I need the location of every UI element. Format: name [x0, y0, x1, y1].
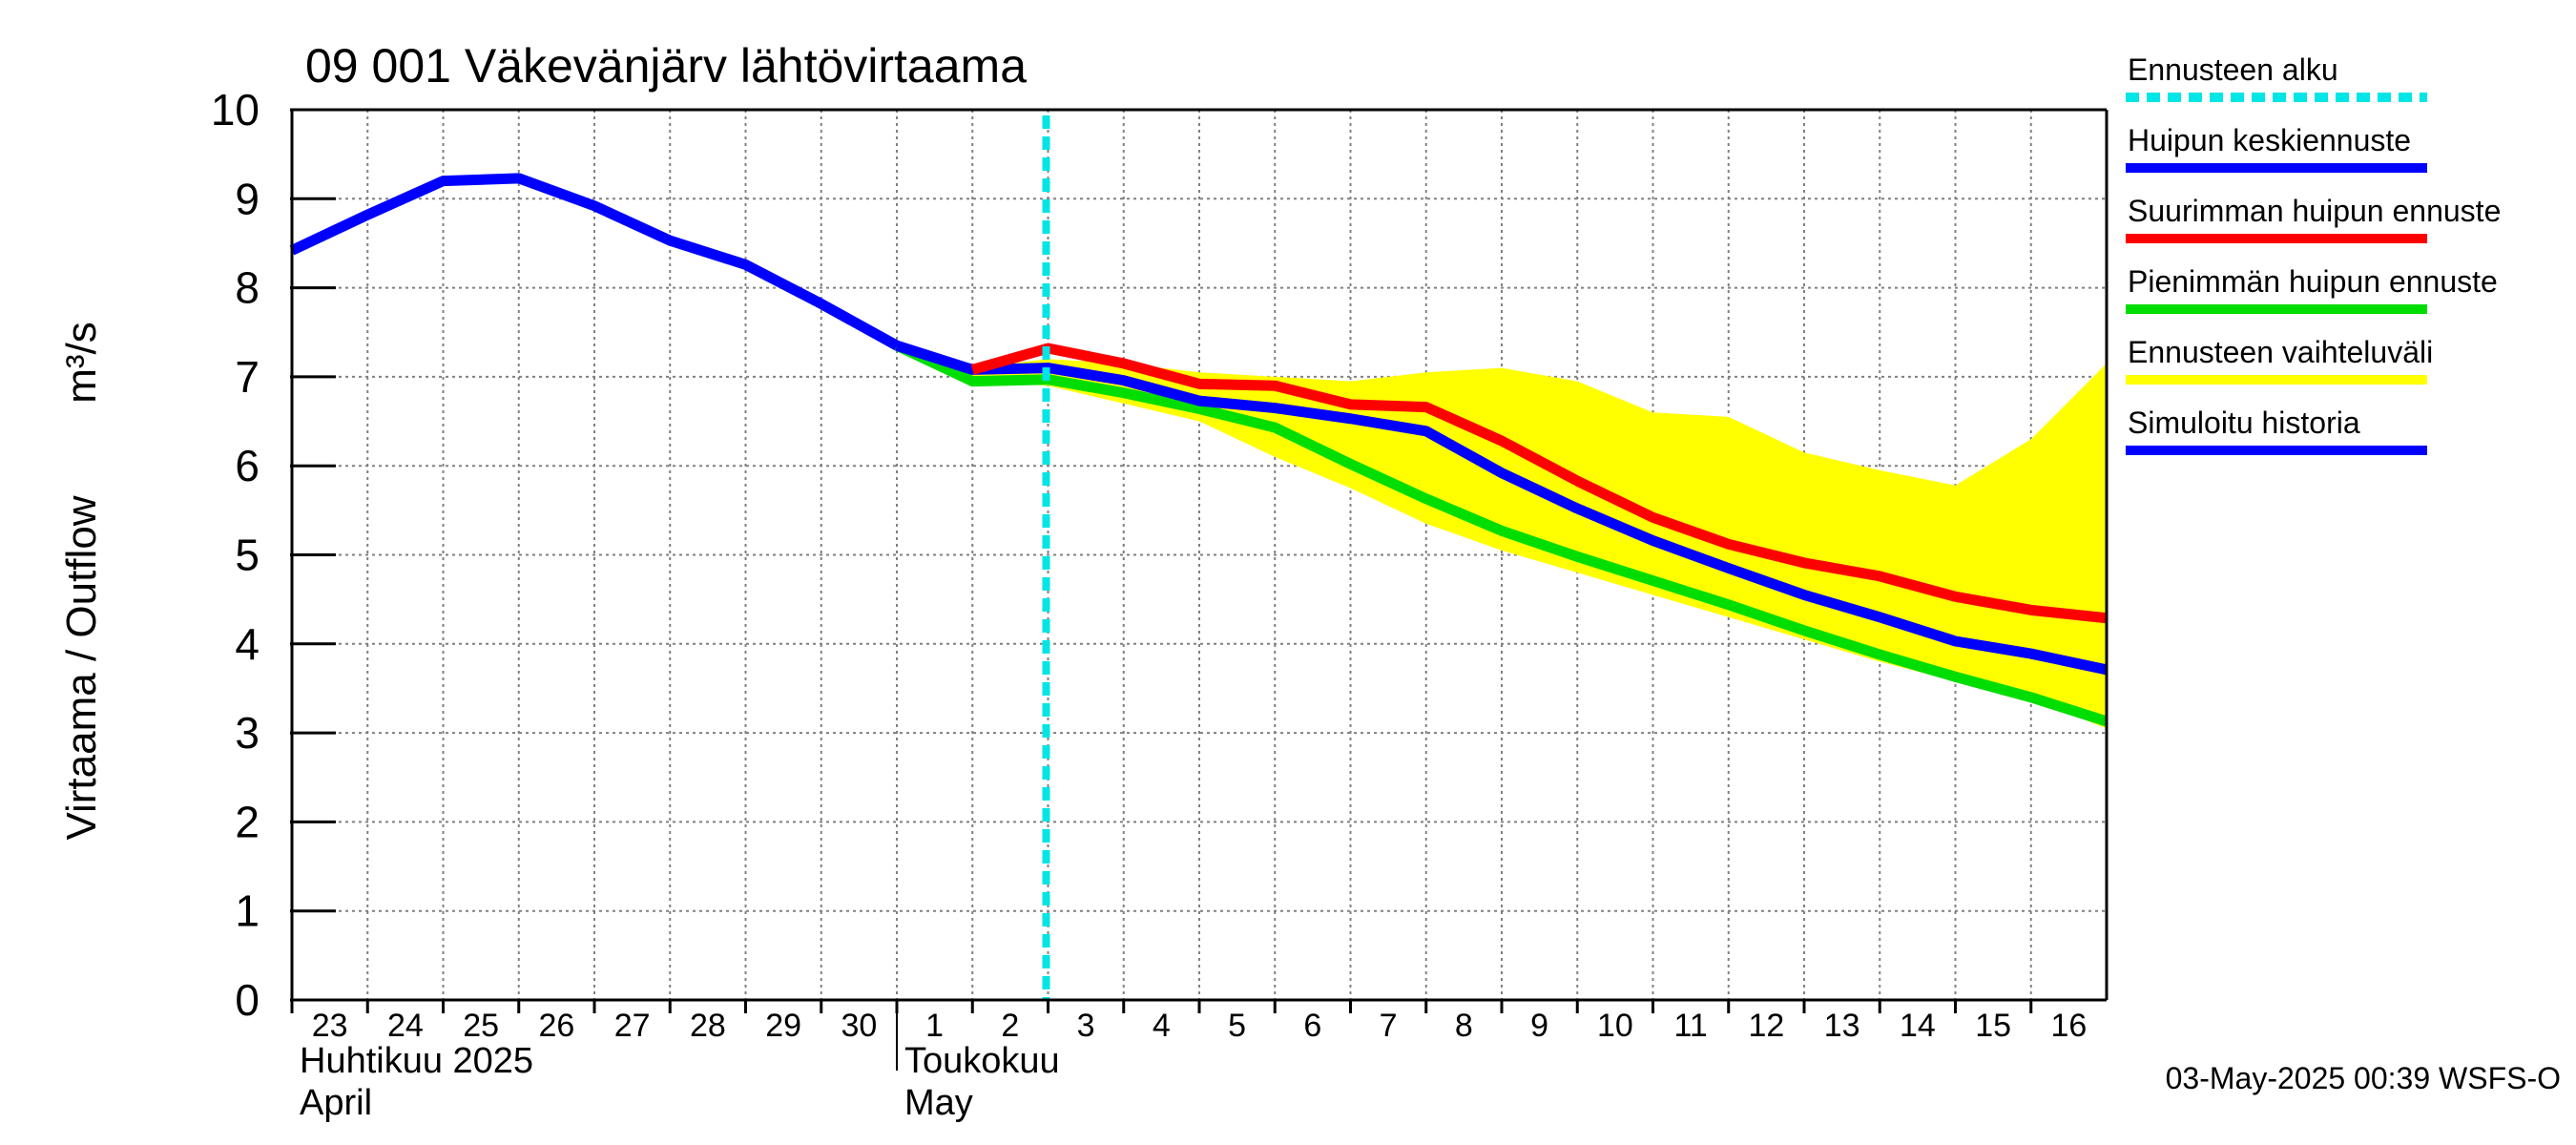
x-tick-label: 30 [841, 1008, 877, 1044]
y-tick-label: 7 [235, 352, 260, 402]
x-tick-label: 27 [614, 1008, 651, 1044]
y-tick-label: 2 [235, 797, 260, 846]
timestamp-label: 03-May-2025 00:39 WSFS-O [2166, 1061, 2561, 1095]
y-axis-label: Virtaama / Outflow m³/s [58, 322, 105, 840]
x-tick-label: 28 [690, 1008, 726, 1044]
x-tick-label: 6 [1303, 1008, 1321, 1044]
x-axis-ticks: 23 24 25 26 27 28 29 30 1 2 3 4 5 6 7 8 9 10 11 12 13 14 15 16 [290, 1000, 2087, 1044]
x-tick-label: 5 [1228, 1008, 1246, 1044]
y-tick-label: 4 [235, 619, 260, 669]
y-tick-label: 9 [235, 174, 260, 223]
series-line [289, 173, 974, 375]
x-tick-label: 24 [387, 1008, 424, 1044]
month-label-fi: Huhtikuu 2025 [300, 1041, 533, 1081]
y-tick-label: 8 [235, 263, 260, 313]
legend-label: Simuloitu historia [2128, 406, 2360, 440]
y-tick-label: 3 [235, 708, 260, 758]
y-tick-label: 1 [235, 886, 260, 936]
x-tick-label: 2 [1001, 1008, 1019, 1044]
y-tick-label: 6 [235, 441, 260, 490]
y-tick-label: 0 [235, 975, 260, 1025]
x-tick-label: 14 [1900, 1008, 1936, 1044]
series-lines [289, 173, 2109, 727]
legend: Ennusteen alku Huipun keskiennuste Suurimm… [2126, 52, 2501, 455]
x-tick-label: 3 [1077, 1008, 1095, 1044]
x-tick-label: 15 [1975, 1008, 2011, 1044]
y-tick-label: 5 [235, 531, 260, 580]
legend-label: Pienimmän huipun ennuste [2128, 264, 2498, 299]
legend-label: Suurimman huipun ennuste [2128, 194, 2501, 228]
series-line [970, 343, 2108, 624]
x-tick-label: 25 [463, 1008, 499, 1044]
grid-lines [292, 110, 2107, 1000]
month-label-fi: Toukokuu [904, 1041, 1060, 1081]
x-tick-label: 1 [925, 1008, 944, 1044]
month-label-en: April [300, 1083, 372, 1123]
y-axis-unit: m³/s [58, 322, 105, 404]
x-tick-label: 10 [1597, 1008, 1633, 1044]
legend-label: Huipun keskiennuste [2128, 123, 2411, 157]
x-tick-label: 4 [1153, 1008, 1171, 1044]
legend-label: Ennusteen alku [2128, 52, 2338, 87]
x-tick-label: 26 [538, 1008, 574, 1044]
x-tick-label: 16 [2050, 1008, 2087, 1044]
x-tick-label: 12 [1748, 1008, 1784, 1044]
x-tick-label: 8 [1455, 1008, 1473, 1044]
x-tick-label: 9 [1530, 1008, 1548, 1044]
x-tick-label: 29 [765, 1008, 801, 1044]
month-label-en: May [904, 1083, 973, 1123]
chart-title: 09 001 Väkevänjärv lähtövirtaama [305, 39, 1027, 93]
legend-label: Ennusteen vaihteluväli [2128, 335, 2433, 369]
x-tick-label: 11 [1673, 1008, 1707, 1044]
y-axis-title: Virtaama / Outflow [58, 495, 105, 840]
series-line [894, 341, 2109, 727]
y-axis-ticks: 0 1 2 3 4 5 6 7 8 9 10 [211, 85, 336, 1025]
x-tick-label: 13 [1824, 1008, 1860, 1044]
x-tick-label: 23 [312, 1008, 348, 1044]
y-tick-label: 10 [211, 85, 260, 135]
series-line [895, 341, 2109, 676]
x-tick-label: 7 [1380, 1008, 1398, 1044]
